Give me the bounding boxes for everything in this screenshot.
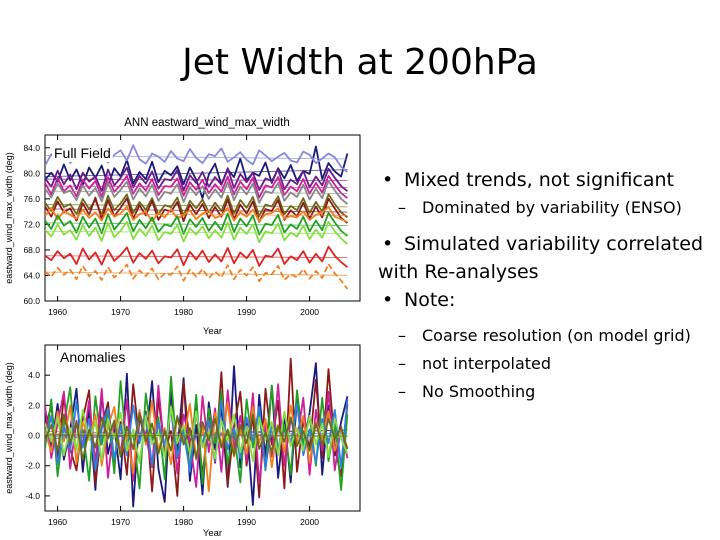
y-tick-label: -4.0	[25, 491, 40, 501]
series-line-green	[45, 212, 348, 237]
series-line-green	[45, 375, 349, 491]
x-tick-label: 2000	[300, 307, 319, 317]
full-field-panel: 60.0 64.0 68.0 72.0 76.0 80.0 84.0 1960 1970 1980…	[4, 134, 361, 337]
panel-label: Full Field	[54, 145, 111, 161]
trend-line-orange	[45, 213, 348, 216]
trend-line-green	[45, 222, 348, 226]
bullet-item: • Mixed trends, not significant	[382, 169, 674, 191]
x-tick-label: 2000	[300, 517, 319, 527]
trend-line-lime	[45, 432, 348, 438]
chart-title: ANN eastward_wind_max_width	[124, 117, 290, 129]
slide-title: Jet Width at 200h​Pa	[182, 42, 538, 83]
series-line-red	[45, 245, 348, 268]
y-tick-label: 60.0	[23, 296, 40, 306]
y-tick-label: 80.0	[23, 168, 40, 178]
sub-bullet-item: – No Smoothing	[398, 382, 536, 401]
trend-line-gray	[45, 190, 348, 194]
x-tick-label: 1960	[48, 517, 67, 527]
trend-line-olive	[45, 434, 348, 437]
bullet-list: • Mixed trends, not significant – Dominate…	[378, 166, 718, 406]
x-tick-label: 1980	[174, 517, 193, 527]
trend-line-red	[45, 255, 348, 259]
jet-width-figure: ANN eastward_wind_max_width 60.0 64.0 68.0…	[4, 117, 361, 539]
y-tick-label: 2.0	[28, 400, 40, 410]
x-axis-label: Year	[203, 326, 222, 337]
panel-label: Anomalies	[60, 349, 125, 365]
x-tick-label: 1990	[237, 307, 256, 317]
y-axis-label: eastward_wind_max_width (deg)	[4, 152, 14, 284]
series-line-orange	[45, 399, 349, 493]
y-tick-label: -2.0	[25, 461, 40, 471]
trend-line-orange-dash	[45, 271, 348, 276]
y-tick-label: 68.0	[23, 245, 40, 255]
sub-bullet-item: – not interpolated	[398, 354, 552, 373]
series-line-lime	[45, 405, 349, 464]
y-tick-label: 0.0	[28, 431, 40, 441]
trend-line-navy	[45, 169, 348, 178]
y-axis-label: eastward_wind_max_width (deg)	[4, 362, 14, 494]
series-group	[45, 357, 349, 508]
series-line-darkred	[45, 196, 348, 224]
bullet-item: • Note:	[382, 289, 456, 311]
panel-label-bg	[58, 350, 128, 366]
sub-bullet-item: – Dominated by variability (ENSO)	[398, 198, 682, 217]
anomalies-panel: -4.0 -2.0 0.0 2.0 4.0 1960 1970 1980 1990 2000 Yea…	[4, 344, 361, 539]
y-tick-label: 4.0	[28, 370, 40, 380]
series-line-orange	[45, 205, 348, 223]
x-tick-label: 1970	[111, 307, 130, 317]
y-tick-label: 64.0	[23, 270, 40, 280]
x-tick-label: 1980	[174, 307, 193, 317]
trend-line-olive	[45, 204, 348, 208]
series-line-orange-dash	[45, 263, 349, 290]
series-line-lime	[45, 220, 349, 245]
bullet-item: • Simulated variability correlated with R…	[378, 233, 704, 283]
series-line-olive	[45, 411, 349, 461]
trend-line-lime	[45, 230, 348, 235]
x-tick-label: 1970	[111, 517, 130, 527]
series-line-magenta	[45, 175, 348, 199]
trend-line-purple	[45, 178, 348, 182]
x-tick-label: 1990	[237, 517, 256, 527]
x-axis-label: Year	[203, 528, 222, 539]
panel-label-bg	[52, 146, 113, 162]
y-tick-label: 76.0	[23, 194, 40, 204]
series-line-gray	[45, 180, 348, 205]
x-tick-label: 1960	[48, 307, 67, 317]
series-line-purple	[45, 166, 348, 193]
sub-bullet-item: – Coarse resolution (on model grid)	[398, 326, 691, 345]
trend-line-darkred	[45, 208, 348, 213]
y-tick-label: 84.0	[23, 143, 40, 153]
trend-line-magenta	[45, 185, 348, 189]
y-tick-label: 72.0	[23, 219, 40, 229]
